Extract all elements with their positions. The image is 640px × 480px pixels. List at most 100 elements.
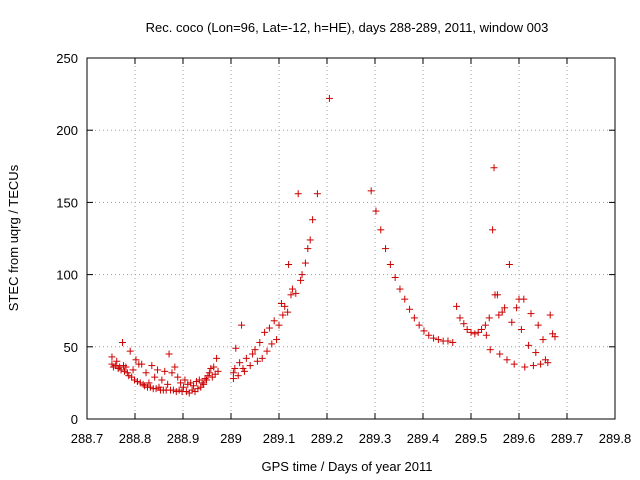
- data-point: [505, 260, 513, 268]
- data-point: [396, 285, 404, 293]
- data-point: [151, 373, 159, 381]
- data-point: [501, 304, 509, 312]
- data-point: [401, 295, 409, 303]
- data-point: [434, 336, 442, 344]
- data-point: [129, 366, 137, 374]
- data-point: [194, 385, 202, 393]
- data-point: [192, 377, 200, 385]
- data-point: [490, 164, 498, 172]
- data-point: [240, 367, 248, 375]
- y-tick-label: 150: [56, 195, 78, 210]
- data-point: [463, 325, 471, 333]
- data-point: [108, 353, 116, 361]
- data-points: [108, 94, 559, 397]
- data-point: [292, 289, 300, 297]
- data-point: [309, 216, 317, 224]
- data-point: [485, 314, 493, 322]
- data-point: [177, 379, 185, 387]
- data-point: [372, 207, 380, 215]
- data-point: [181, 376, 189, 384]
- data-point: [168, 369, 176, 377]
- data-point: [145, 379, 153, 387]
- data-point: [493, 291, 501, 299]
- y-tick-label: 100: [56, 268, 78, 283]
- data-point: [377, 226, 385, 234]
- y-tick-label: 50: [64, 340, 78, 355]
- data-point: [205, 369, 213, 377]
- data-point: [210, 363, 218, 371]
- x-tick-label: 289.4: [407, 431, 440, 446]
- data-point: [251, 346, 259, 354]
- x-tick-label: 289.6: [503, 431, 536, 446]
- data-point: [213, 354, 221, 362]
- data-point: [258, 354, 266, 362]
- data-point: [261, 328, 269, 336]
- y-axis-label: STEC from uqrg / TECUs: [6, 164, 21, 311]
- data-point: [430, 334, 438, 342]
- data-point: [229, 369, 237, 377]
- data-point: [273, 336, 281, 344]
- data-point: [529, 362, 537, 370]
- data-point: [520, 295, 528, 303]
- data-point: [367, 187, 375, 195]
- data-point: [301, 259, 309, 267]
- data-point: [114, 364, 122, 372]
- data-point: [420, 327, 428, 335]
- data-point: [208, 373, 216, 381]
- data-point: [546, 311, 554, 319]
- data-point: [467, 328, 475, 336]
- y-tick-label: 250: [56, 51, 78, 66]
- data-point: [481, 321, 489, 329]
- data-point: [513, 304, 521, 312]
- data-point: [232, 344, 240, 352]
- data-point: [198, 379, 206, 387]
- data-point: [495, 311, 503, 319]
- tick-label-layer: 288.7 288.8 288.9 289 289.1 289.2 289.3 289.4 28…: [56, 51, 631, 446]
- data-point: [184, 380, 192, 388]
- data-point: [270, 317, 278, 325]
- data-point: [204, 372, 212, 380]
- x-tick-label: 289.1: [263, 431, 296, 446]
- data-point: [263, 347, 271, 355]
- data-point: [444, 337, 452, 345]
- data-point: [187, 379, 195, 387]
- data-point: [391, 273, 399, 281]
- data-point: [478, 325, 486, 333]
- data-point: [120, 367, 128, 375]
- data-point: [313, 190, 321, 198]
- data-point: [517, 325, 525, 333]
- data-point: [154, 366, 162, 374]
- grid-layer: [87, 58, 615, 419]
- data-point: [496, 350, 504, 358]
- data-point: [284, 308, 292, 316]
- data-point: [200, 380, 208, 388]
- x-tick-label: 288.9: [167, 431, 200, 446]
- data-point: [117, 366, 125, 374]
- data-point: [551, 333, 559, 341]
- y-tick-label: 200: [56, 123, 78, 138]
- data-point: [175, 386, 183, 394]
- data-point: [139, 380, 147, 388]
- x-tick-label: 288.8: [119, 431, 152, 446]
- data-point: [406, 305, 414, 313]
- data-point: [191, 388, 199, 396]
- x-tick-label: 289.3: [359, 431, 392, 446]
- data-point: [482, 331, 490, 339]
- data-point: [132, 356, 140, 364]
- data-point: [148, 362, 156, 370]
- data-point: [197, 383, 205, 391]
- x-tick-label: 289: [220, 431, 242, 446]
- data-point: [306, 236, 314, 244]
- data-point: [207, 364, 215, 372]
- data-point: [277, 299, 285, 307]
- data-point: [382, 245, 390, 253]
- data-point: [179, 383, 187, 391]
- data-point: [113, 357, 121, 365]
- data-point: [304, 245, 312, 253]
- data-point: [182, 388, 190, 396]
- data-point: [141, 382, 149, 390]
- data-point: [510, 360, 518, 368]
- data-point: [527, 310, 535, 318]
- data-point: [279, 311, 287, 319]
